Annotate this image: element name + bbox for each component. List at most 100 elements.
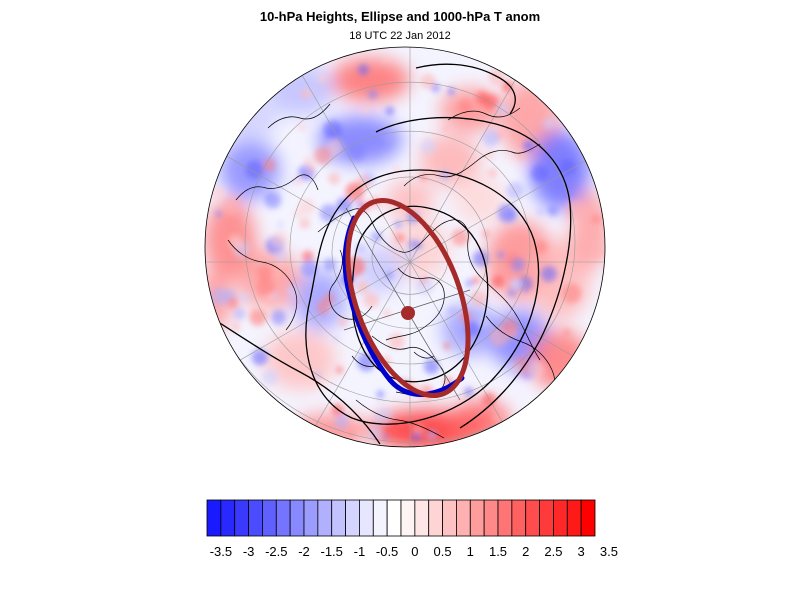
longitude-line <box>205 101 411 263</box>
anomaly-speckle <box>382 309 391 317</box>
anomaly-speckle <box>215 210 223 218</box>
longitude-line <box>409 261 605 423</box>
colorbar-label: 2 <box>522 544 530 559</box>
anomaly-speckle <box>411 255 428 272</box>
colorbar-label: -3.5 <box>209 544 233 559</box>
anomaly-speckle <box>262 158 276 172</box>
anomaly-speckle <box>527 360 545 378</box>
colorbar-swatch <box>248 499 263 537</box>
anomaly-speckle <box>384 134 391 142</box>
colorbar-swatch <box>359 499 374 537</box>
colorbar-swatch <box>289 499 305 537</box>
colorbar-swatch <box>303 499 319 537</box>
colorbar-swatch <box>442 499 457 537</box>
colorbar-swatch <box>331 499 346 537</box>
height-contour-wide <box>375 116 572 429</box>
anomaly-speckle <box>228 234 243 249</box>
anomaly-speckle <box>447 306 458 316</box>
anomaly-speckle <box>483 94 499 110</box>
anomaly-speckle <box>270 309 287 325</box>
anomaly-speckle <box>334 414 349 429</box>
anomaly-speckle <box>426 429 438 441</box>
anomaly-speckle <box>302 250 314 263</box>
anomaly-speckle <box>451 228 470 247</box>
anomaly-speckle <box>336 197 352 214</box>
anomaly-speckle <box>302 156 316 169</box>
anomaly-speckle <box>249 309 267 326</box>
anomaly-speckle <box>443 342 451 350</box>
colorbar-swatch <box>566 499 582 537</box>
anomaly-speckle <box>407 239 419 250</box>
anomaly-speckle <box>501 80 514 93</box>
colorbar-label: 3 <box>577 544 585 559</box>
anomaly-blob <box>266 64 334 116</box>
colorbar-swatch <box>580 499 596 537</box>
anomaly-speckle <box>299 218 311 229</box>
colorbar-swatch <box>400 499 416 537</box>
anomaly-speckle <box>509 278 521 289</box>
colorbar-swatch <box>553 499 568 537</box>
colorbar-swatch <box>483 499 499 537</box>
anomaly-speckle <box>590 244 605 259</box>
ellipse-major-axis <box>345 207 461 401</box>
colorbar <box>206 499 596 537</box>
anomaly-speckle <box>470 289 488 307</box>
colorbar-swatch <box>525 499 540 537</box>
anomaly-speckle <box>581 205 591 215</box>
colorbar-swatch <box>275 499 291 537</box>
anomaly-speckle <box>300 90 310 100</box>
longitude-line <box>205 261 411 423</box>
anomaly-speckle <box>314 146 332 165</box>
colorbar-swatch <box>372 499 388 537</box>
colorbar-swatch <box>206 499 222 537</box>
anomaly-speckle <box>420 73 436 90</box>
anomaly-speckle <box>411 431 422 442</box>
anomaly-speckle <box>367 425 383 441</box>
colorbar-label: -2 <box>298 544 310 559</box>
anomaly-speckle <box>420 139 436 155</box>
colorbar-label: -2.5 <box>265 544 288 559</box>
vortex-ellipse <box>345 198 471 398</box>
anomaly-speckle <box>561 283 582 304</box>
colorbar-label: -3 <box>242 544 255 559</box>
anomaly-speckle <box>297 122 307 132</box>
anomaly-speckle <box>487 168 498 178</box>
anomaly-speckle <box>347 144 365 162</box>
colorbar-swatch <box>497 499 513 537</box>
anomaly-speckle <box>245 160 264 180</box>
anomaly-speckle <box>419 276 427 284</box>
anomaly-speckle <box>223 197 242 215</box>
colorbar-label: 2.5 <box>544 544 563 559</box>
colorbar-swatch <box>234 499 249 537</box>
anomaly-speckle <box>211 185 227 201</box>
colorbar-swatch <box>428 499 443 537</box>
anomaly-speckle <box>388 333 405 350</box>
anomaly-speckle <box>266 294 273 301</box>
colorbar-label: 1 <box>466 544 474 559</box>
anomaly-speckle <box>472 250 489 267</box>
anomaly-speckle <box>541 266 557 282</box>
anomaly-speckle <box>547 205 559 216</box>
colorbar-swatch <box>262 499 277 537</box>
anomaly-speckle <box>264 192 282 209</box>
anomaly-speckle <box>510 257 526 272</box>
colorbar-swatch <box>539 499 554 537</box>
anomaly-blob <box>330 58 410 102</box>
colorbar-swatch <box>511 499 527 537</box>
colorbar-label: 3.5 <box>599 544 618 559</box>
anomaly-blob <box>356 246 404 294</box>
anomaly-speckle <box>482 230 491 238</box>
longitude-line <box>249 47 411 263</box>
anomaly-speckle <box>591 214 602 225</box>
anomaly-speckle <box>323 258 337 272</box>
anomaly-speckle <box>382 56 389 63</box>
colorbar-label: -1.5 <box>320 544 343 559</box>
anomaly-speckle <box>239 292 251 303</box>
anomaly-speckle <box>376 390 385 399</box>
anomaly-speckle <box>472 276 480 285</box>
anomaly-speckle <box>419 173 428 182</box>
ellipse-center <box>401 306 415 320</box>
colorbar-label: 0 <box>411 544 419 559</box>
plot-subtitle: 18 UTC 22 Jan 2012 <box>349 30 451 42</box>
anomaly-speckle <box>482 129 500 147</box>
